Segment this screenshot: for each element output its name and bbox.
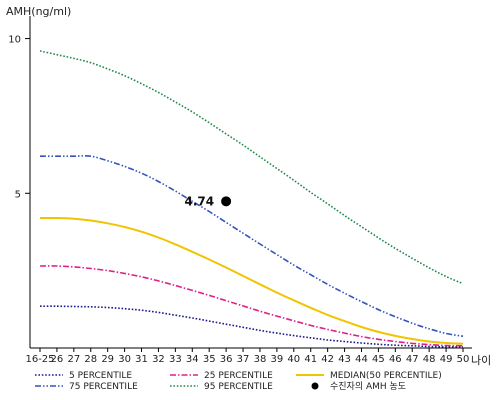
x-tick-label: 32	[152, 354, 165, 365]
legend-label: 25 PERCENTILE	[204, 371, 273, 381]
legend-marker-dot	[311, 382, 319, 390]
x-tick-label: 27	[67, 354, 80, 365]
series-line-75-percentile	[40, 155, 464, 337]
x-tick-label: 43	[338, 354, 351, 365]
series-line-25-percentile	[39, 265, 464, 347]
x-tick-label: 30	[118, 354, 131, 365]
y-axis-title: AMH(ng/ml)	[6, 5, 71, 18]
x-tick-label: 48	[423, 354, 436, 365]
x-tick-label: 28	[84, 354, 97, 365]
y-tick-label: 10	[8, 35, 21, 46]
legend-item: 75 PERCENTILE	[35, 382, 138, 392]
x-tick-label: 47	[406, 354, 419, 365]
legend-label: 수진자의 AMH 농도	[330, 381, 406, 392]
x-tick-label: 46	[389, 354, 402, 365]
x-tick-label: 49	[440, 354, 453, 365]
legend-item: MEDIAN(50 PERCENTILE)	[296, 371, 442, 381]
x-tick-label: 16-25	[25, 354, 54, 365]
x-tick-label: 50	[457, 354, 470, 365]
legend-item: 5 PERCENTILE	[35, 371, 132, 381]
x-tick-label: 38	[254, 354, 267, 365]
series-line-5-percentile	[40, 305, 463, 348]
x-tick-label: 34	[186, 354, 199, 365]
legend-label: MEDIAN(50 PERCENTILE)	[330, 371, 442, 381]
x-tick-label: 29	[101, 354, 114, 365]
legend-label: 95 PERCENTILE	[204, 382, 273, 392]
x-tick-label: 35	[203, 354, 216, 365]
x-tick-label: 37	[237, 354, 250, 365]
legend-item: 25 PERCENTILE	[170, 371, 273, 381]
x-tick-label: 41	[304, 354, 317, 365]
legend-label: 75 PERCENTILE	[69, 382, 138, 392]
x-tick-label: 26	[51, 354, 64, 365]
y-axis-ticks: 5 10	[8, 35, 30, 200]
x-axis-title: 나이	[471, 354, 491, 367]
legend-item: 수진자의 AMH 농도	[311, 381, 406, 392]
x-tick-label: 40	[287, 354, 300, 365]
legend-label: 5 PERCENTILE	[69, 371, 132, 381]
patient-marker: 4.74	[185, 194, 232, 208]
series-line-median-50-percentile	[39, 216, 464, 345]
series-lines	[39, 50, 464, 348]
patient-marker-label: 4.74	[185, 194, 215, 208]
x-tick-label: 36	[220, 354, 233, 365]
x-tick-label: 31	[135, 354, 148, 365]
legend: 5 PERCENTILE 25 PERCENTILE MEDIAN(50 PERCE…	[35, 371, 442, 392]
x-tick-label: 45	[372, 354, 385, 365]
x-tick-label: 42	[321, 354, 334, 365]
x-tick-label: 44	[355, 354, 368, 365]
y-tick-label: 5	[15, 189, 21, 200]
legend-item: 95 PERCENTILE	[170, 382, 273, 392]
patient-marker-dot	[221, 196, 232, 207]
series-line-95-percentile	[39, 50, 464, 285]
x-tick-label: 39	[271, 354, 284, 365]
x-tick-label: 33	[169, 354, 182, 365]
